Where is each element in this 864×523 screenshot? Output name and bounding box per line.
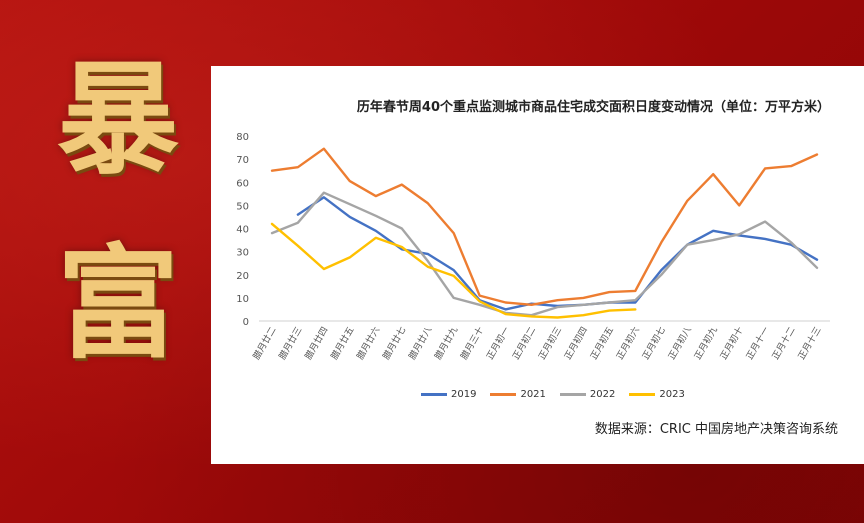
legend-swatch [629, 393, 656, 396]
x-tick-label: 正月初十 [717, 325, 745, 362]
x-tick-label: 腊月廿七 [380, 325, 408, 362]
y-tick-label: 80 [236, 132, 249, 143]
legend-item-2021: 2021 [490, 389, 546, 400]
x-tick-label: 正月初八 [665, 325, 693, 362]
x-tick-label: 腊月廿三 [276, 325, 304, 362]
y-tick-label: 20 [236, 271, 249, 282]
x-tick-label: 正月十二 [769, 325, 797, 362]
x-tick-label: 腊月廿六 [354, 325, 382, 362]
x-tick-label: 正月初三 [536, 325, 564, 362]
y-tick-label: 60 [236, 178, 249, 189]
y-tick-label: 0 [243, 317, 249, 328]
x-tick-label: 正月初四 [562, 325, 590, 362]
decorative-character-bottom: 富 [57, 231, 179, 375]
legend-label: 2022 [589, 389, 616, 400]
x-tick-label: 腊月廿八 [406, 325, 434, 362]
x-tick-label: 腊月廿九 [432, 325, 460, 362]
x-tick-label: 腊月廿二 [250, 325, 278, 362]
legend-label: 2019 [451, 389, 477, 400]
chart-title: 历年春节周40个重点监测城市商品住宅成交面积日度变动情况（单位：万平方米） [356, 100, 830, 115]
series-line-2021 [270, 147, 819, 306]
series-line-2023 [270, 222, 637, 319]
y-tick-label: 50 [236, 201, 249, 212]
x-tick-label: 正月十一 [743, 325, 771, 362]
chart-legend: 2019 2021 2022 2023 [421, 389, 685, 400]
y-tick-label: 70 [236, 155, 249, 166]
x-tick-label: 腊月三十 [458, 325, 486, 362]
series-line-2019 [296, 196, 819, 311]
x-tick-label: 正月初五 [588, 325, 616, 362]
source-note: 数据来源：CRIC 中国房地产决策咨询系统 [594, 422, 838, 437]
chart-panel: 历年春节周40个重点监测城市商品住宅成交面积日度变动情况（单位：万平方米） 0 1… [211, 66, 864, 464]
decorative-character-top: 暴 [57, 47, 179, 191]
legend-item-2023: 2023 [629, 389, 685, 400]
series-line-2022 [270, 191, 819, 317]
x-tick-label: 腊月廿五 [328, 325, 356, 362]
legend-item-2019: 2019 [421, 389, 476, 400]
y-tick-label: 30 [236, 248, 249, 259]
y-tick-label: 40 [236, 225, 249, 236]
x-tick-label: 腊月廿四 [302, 325, 330, 362]
legend-label: 2021 [520, 389, 546, 400]
x-tick-label: 正月初一 [484, 325, 512, 362]
x-tick-label: 正月十三 [795, 325, 823, 362]
x-tick-label: 正月初二 [510, 325, 538, 362]
x-tick-label: 正月初九 [691, 325, 719, 362]
x-tick-label: 正月初六 [614, 325, 642, 362]
x-tick-label: 正月初七 [639, 325, 667, 362]
y-tick-label: 10 [236, 294, 249, 305]
legend-swatch [421, 393, 447, 396]
legend-label: 2023 [659, 389, 685, 400]
legend-swatch [490, 393, 517, 396]
legend-swatch [559, 393, 586, 396]
legend-item-2022: 2022 [559, 389, 616, 400]
